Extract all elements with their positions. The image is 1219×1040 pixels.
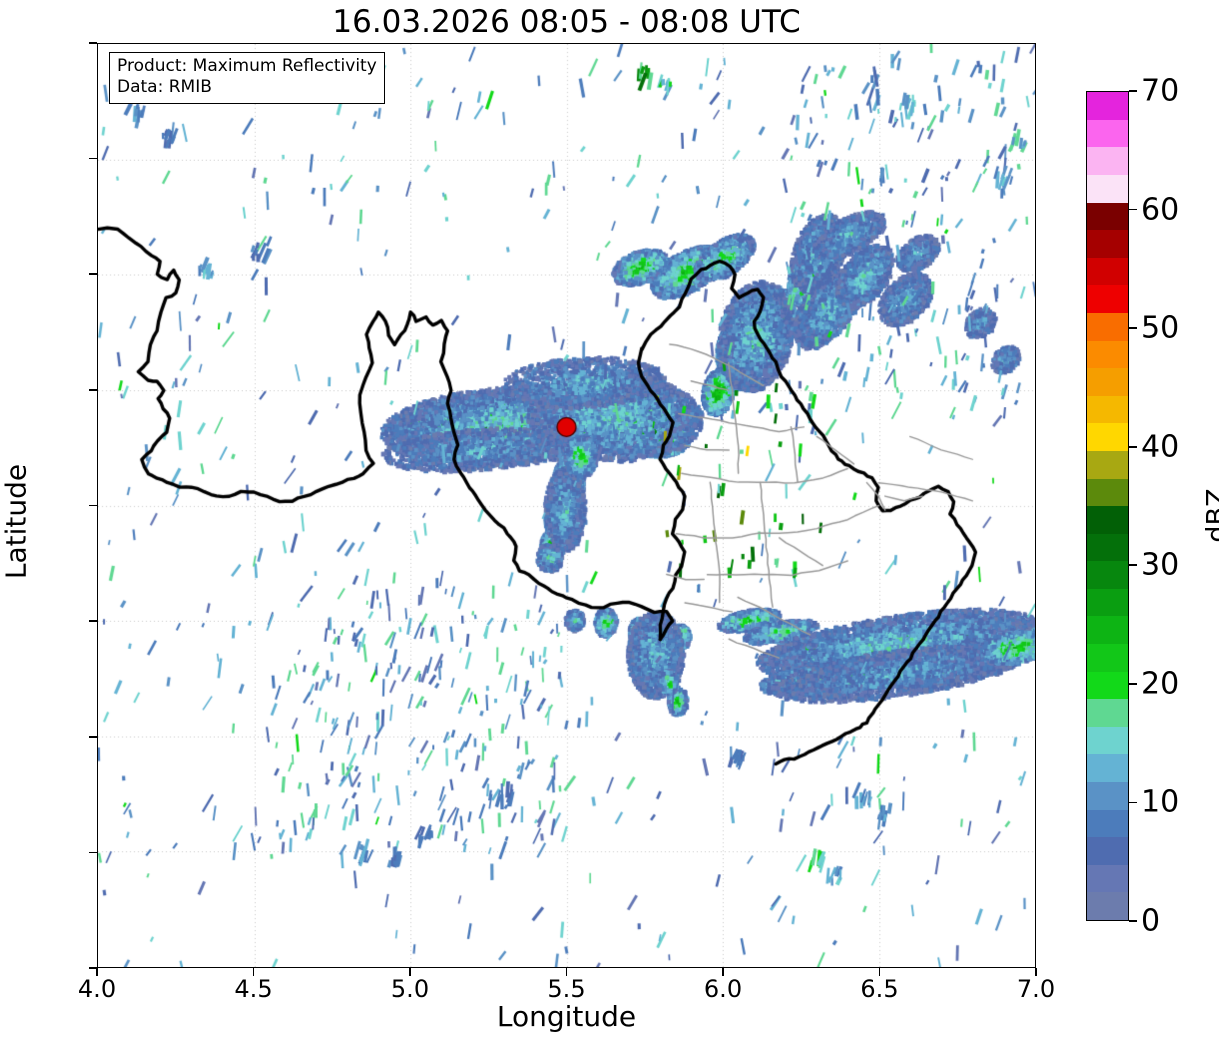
colorbar-band	[1087, 671, 1128, 700]
colorbar-band	[1087, 533, 1128, 562]
colorbar-band	[1087, 285, 1128, 313]
colorbar-band	[1087, 230, 1128, 258]
longitude-tick-mark	[565, 968, 568, 976]
longitude-tick-mark	[409, 968, 411, 976]
colorbar-tick-mark	[1129, 920, 1137, 922]
longitude-tick-mark	[96, 968, 98, 976]
longitude-tick-7.0: 7.0	[1016, 975, 1056, 1003]
colorbar-band	[1087, 782, 1128, 810]
latitude-tick-mark	[89, 389, 97, 391]
colorbar-tick-20: 20	[1141, 666, 1180, 702]
page-title: 16.03.2026 08:05 - 08:08 UTC	[332, 4, 801, 40]
colorbar-band	[1087, 202, 1128, 231]
colorbar-band	[1087, 837, 1128, 865]
colorbar-tick-40: 40	[1141, 429, 1180, 465]
colorbar-band	[1087, 92, 1128, 120]
x-axis-label: Longitude	[496, 1000, 637, 1033]
map-axes[interactable]: Product: Maximum Reflectivity Data: RMIB	[97, 43, 1036, 968]
longitude-tick-mark	[252, 968, 255, 976]
colorbar-tick-mark	[1129, 90, 1137, 92]
longitude-tick-mark	[722, 968, 724, 976]
colorbar-tick-70: 70	[1141, 73, 1180, 109]
colorbar-band	[1087, 340, 1128, 369]
colorbar-band	[1087, 892, 1128, 920]
longitude-tick-5.0: 5.0	[390, 975, 430, 1003]
latitude-tick-mark	[89, 42, 97, 44]
colorbar-title: dBZ	[1201, 488, 1219, 543]
product-info-line1: Product: Maximum Reflectivity	[117, 56, 377, 76]
colorbar-band	[1087, 864, 1128, 893]
colorbar-tick-mark	[1129, 327, 1137, 330]
longitude-tick-6.0: 6.0	[703, 975, 743, 1003]
longitude-tick-5.5: 5.5	[547, 975, 586, 1003]
latitude-tick-mark	[89, 157, 97, 160]
latitude-tick-mark	[89, 504, 97, 507]
colorbar: 0 10 20 30 40 50 60 70	[1086, 74, 1179, 939]
colorbar-band	[1087, 368, 1128, 396]
colorbar-band	[1087, 450, 1128, 479]
colorbar-band	[1087, 616, 1128, 645]
colorbar-tick-mark	[1129, 208, 1137, 211]
colorbar-tick-mark	[1129, 564, 1137, 567]
colorbar-band	[1087, 699, 1128, 727]
colorbar-band	[1087, 726, 1128, 755]
y-axis-label: Latitude	[0, 463, 33, 580]
longitude-tick-6.5: 6.5	[860, 975, 899, 1003]
colorbar-tick-10: 10	[1141, 784, 1180, 820]
longitude-tick-mark	[878, 968, 881, 976]
colorbar-tick-60: 60	[1141, 192, 1180, 228]
colorbar-band	[1087, 119, 1128, 148]
colorbar-band	[1087, 423, 1128, 451]
radar-map-canvas[interactable]	[98, 44, 1035, 967]
longitude-tick-4.0: 4.0	[77, 975, 117, 1003]
colorbar-tick-mark	[1129, 682, 1137, 685]
colorbar-band	[1087, 312, 1128, 341]
colorbar-band	[1087, 506, 1128, 534]
longitude-tick-mark	[1035, 968, 1037, 976]
colorbar-band	[1087, 561, 1128, 589]
colorbar-tick-30: 30	[1141, 547, 1180, 583]
latitude-tick-mark	[89, 620, 97, 622]
colorbar-band	[1087, 147, 1128, 175]
latitude-tick-mark	[89, 735, 97, 738]
colorbar-band	[1087, 588, 1128, 617]
latitude-tick-mark	[89, 273, 97, 276]
colorbar-tick-mark	[1129, 445, 1137, 448]
latitude-tick-mark	[89, 967, 97, 969]
colorbar-band	[1087, 754, 1128, 783]
colorbar-tick-mark	[1129, 801, 1137, 804]
colorbar-gradient	[1086, 91, 1129, 921]
colorbar-band	[1087, 395, 1128, 424]
product-info-line2: Data: RMIB	[117, 77, 212, 98]
product-info-box: Product: Maximum Reflectivity Data: RMIB	[109, 52, 385, 104]
colorbar-band	[1087, 257, 1128, 286]
longitude-tick-4.5: 4.5	[234, 975, 273, 1003]
colorbar-tick-50: 50	[1141, 310, 1180, 346]
colorbar-band	[1087, 478, 1128, 507]
colorbar-band	[1087, 174, 1128, 203]
colorbar-band	[1087, 644, 1128, 672]
latitude-tick-mark	[89, 851, 97, 854]
colorbar-band	[1087, 809, 1128, 838]
colorbar-tick-0: 0	[1141, 903, 1161, 939]
